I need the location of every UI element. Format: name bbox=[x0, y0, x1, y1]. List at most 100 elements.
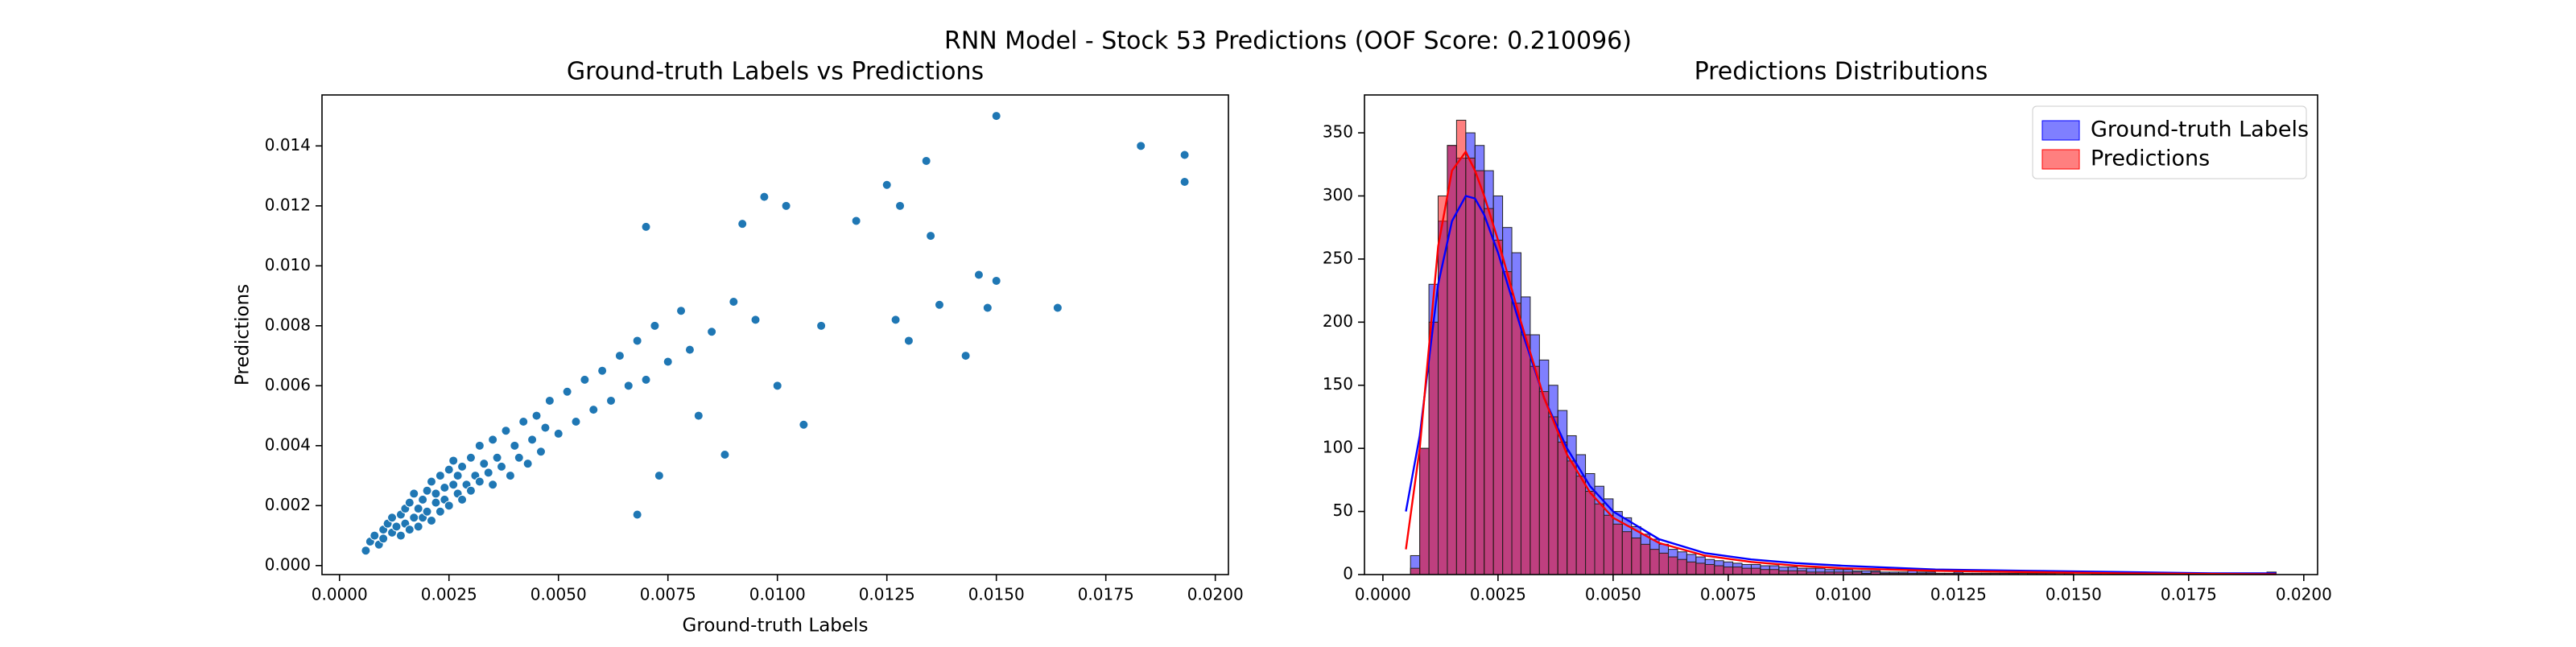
scatter-point bbox=[413, 521, 423, 532]
scatter-point bbox=[632, 336, 642, 346]
kde-line bbox=[1405, 150, 2277, 575]
x-tick-label: 0.0000 bbox=[312, 585, 368, 604]
scatter-point bbox=[588, 405, 599, 415]
scatter-point bbox=[391, 521, 402, 532]
histogram-bar bbox=[1631, 538, 1641, 575]
histogram-bar bbox=[1538, 391, 1550, 575]
scatter-point bbox=[395, 530, 406, 541]
scatter-point bbox=[772, 381, 782, 391]
scatter-point bbox=[816, 320, 827, 331]
y-tick-label: 200 bbox=[1323, 311, 1353, 331]
scatter-point bbox=[431, 497, 441, 508]
x-tick-label: 0.0200 bbox=[2276, 585, 2332, 604]
scatter-point bbox=[488, 480, 498, 490]
x-axis-label: Ground-truth Labels bbox=[683, 616, 869, 637]
scatter-point bbox=[448, 455, 459, 466]
kde-line bbox=[1405, 195, 2277, 575]
scatter-point bbox=[1136, 141, 1146, 151]
scatter-point bbox=[881, 179, 892, 190]
scatter-point bbox=[435, 506, 445, 517]
axes-frame bbox=[1364, 94, 2318, 575]
scatter-point bbox=[492, 452, 502, 463]
x-tick-label: 0.0000 bbox=[1355, 585, 1411, 604]
scatter-point bbox=[431, 488, 441, 499]
scatter-point bbox=[422, 485, 432, 496]
scatter-point bbox=[580, 374, 590, 385]
scatter-point bbox=[921, 155, 931, 166]
scatter-point bbox=[890, 315, 901, 325]
axes-title: Predictions Distributions bbox=[1695, 58, 1988, 86]
histogram-bar bbox=[1585, 490, 1596, 575]
scatter-point bbox=[413, 504, 423, 514]
histogram-bar bbox=[1658, 552, 1670, 575]
y-tick-label: 100 bbox=[1323, 438, 1353, 457]
scatter-point bbox=[623, 381, 634, 391]
histogram-bar bbox=[1769, 569, 1780, 575]
scatter-point bbox=[641, 221, 651, 232]
scatter-point bbox=[527, 435, 538, 445]
x-tick-label: 0.0075 bbox=[1700, 585, 1757, 604]
histogram-bar bbox=[1492, 239, 1504, 575]
scatter-point bbox=[750, 315, 761, 325]
x-tick-label: 0.0150 bbox=[2046, 585, 2102, 604]
histogram-bar bbox=[1419, 447, 1430, 575]
y-tick-label: 250 bbox=[1323, 248, 1353, 267]
histogram-bar bbox=[1741, 567, 1752, 575]
figure-title: RNN Model - Stock 53 Predictions (OOF Sc… bbox=[944, 27, 1632, 56]
histogram-bar bbox=[1502, 271, 1513, 575]
scatter-point bbox=[597, 365, 608, 376]
histogram-bar bbox=[1723, 567, 1734, 575]
y-tick-label: 0.000 bbox=[265, 554, 311, 574]
scatter-point bbox=[465, 485, 476, 496]
scatter-point bbox=[514, 452, 524, 463]
scatter-point bbox=[474, 440, 485, 451]
scatter-point bbox=[1179, 150, 1190, 160]
histogram-bar bbox=[1603, 514, 1614, 575]
histogram-bar bbox=[1649, 549, 1660, 575]
histogram-bar bbox=[1714, 565, 1724, 575]
legend-label: Ground-truth Labels bbox=[2091, 117, 2309, 142]
scatter-point bbox=[426, 515, 436, 525]
x-tick-label: 0.0075 bbox=[640, 585, 696, 604]
histogram-bar bbox=[1668, 556, 1678, 575]
legend-label: Predictions bbox=[2091, 146, 2210, 171]
histogram-bar bbox=[1557, 441, 1568, 575]
histogram-bar bbox=[1750, 567, 1761, 575]
y-tick-label: 0.002 bbox=[265, 495, 311, 514]
y-tick-label: 0.004 bbox=[265, 435, 311, 454]
scatter-point bbox=[404, 525, 415, 535]
scatter-point bbox=[562, 386, 572, 397]
y-tick-label: 50 bbox=[1333, 501, 1353, 520]
scatter-point bbox=[378, 534, 389, 544]
y-tick-label: 350 bbox=[1323, 122, 1353, 142]
scatter-point bbox=[654, 471, 664, 481]
histogram-bar bbox=[1704, 563, 1715, 575]
y-tick-label: 150 bbox=[1323, 374, 1353, 394]
scatter-point bbox=[895, 200, 906, 211]
x-tick-label: 0.0150 bbox=[968, 585, 1025, 604]
scatter-point bbox=[544, 395, 555, 406]
histogram-bar bbox=[1484, 208, 1494, 575]
scatter-point bbox=[501, 426, 511, 436]
histogram-bar bbox=[1455, 119, 1467, 575]
scatter-point bbox=[614, 351, 625, 361]
scatter-point bbox=[435, 471, 445, 481]
histogram-bar bbox=[1511, 303, 1521, 575]
scatter-point bbox=[535, 447, 546, 457]
scatter-point bbox=[960, 351, 971, 361]
scatter-point bbox=[606, 395, 617, 406]
legend-box bbox=[2032, 105, 2307, 179]
histogram-bar bbox=[1447, 145, 1457, 575]
axes-title: Ground-truth Labels vs Predictions bbox=[567, 58, 984, 86]
y-tick-label: 300 bbox=[1323, 185, 1353, 204]
scatter-point bbox=[444, 464, 454, 475]
x-tick-label: 0.0050 bbox=[530, 585, 587, 604]
scatter-point bbox=[483, 468, 493, 478]
scatter-point bbox=[369, 530, 380, 541]
y-tick-label: 0.014 bbox=[265, 135, 311, 155]
x-tick-label: 0.0175 bbox=[2161, 585, 2217, 604]
scatter-point bbox=[991, 275, 1001, 286]
y-tick-label: 0.008 bbox=[265, 315, 311, 334]
x-tick-label: 0.0025 bbox=[1470, 585, 1526, 604]
